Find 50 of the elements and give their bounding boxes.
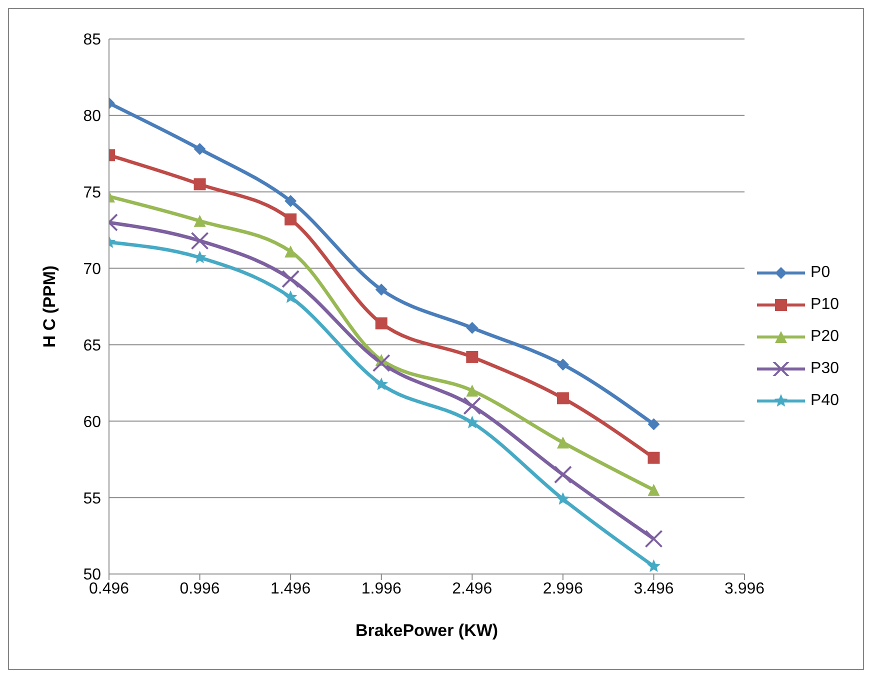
x-tick-label: 1.996 [361, 580, 402, 598]
point [375, 284, 388, 296]
x-tick-label: 3.496 [634, 580, 674, 598]
legend-label: P30 [810, 360, 839, 378]
point [466, 322, 478, 334]
y-tick-label: 70 [83, 260, 102, 278]
x-tick-label: 0.496 [88, 580, 130, 598]
point [284, 213, 297, 226]
point [648, 484, 660, 496]
legend-label: P40 [810, 392, 839, 410]
legend-label: P10 [810, 296, 839, 314]
legend-label: P0 [810, 264, 830, 282]
point [282, 270, 300, 288]
point [194, 214, 206, 227]
point [375, 317, 388, 330]
point [556, 358, 569, 371]
y-tick-label: 65 [83, 337, 102, 354]
y-tick-label: 85 [83, 32, 102, 49]
point [194, 143, 206, 156]
point [284, 195, 297, 208]
y-tick-label: 60 [83, 414, 102, 431]
point [190, 232, 209, 250]
point [556, 392, 569, 404]
point [466, 416, 479, 428]
x-tick-label: 0.996 [180, 580, 220, 598]
x-tick-label: 2.496 [452, 580, 492, 598]
x-tick-label: 2.996 [542, 580, 584, 598]
y-tick-label: 80 [83, 108, 102, 126]
point [647, 559, 660, 572]
y-tick-label: 75 [83, 184, 102, 202]
legend-label: P20 [810, 328, 839, 346]
point [648, 452, 660, 464]
y-tick-label: 55 [83, 490, 102, 508]
point [284, 245, 297, 258]
point [372, 354, 390, 372]
x-tick-label: 1.496 [270, 580, 311, 598]
point [463, 396, 482, 415]
point [644, 530, 663, 548]
y-axis-title: H C (PPM) [40, 265, 60, 348]
point [556, 492, 570, 505]
point [556, 436, 569, 449]
point [374, 377, 388, 390]
point [284, 290, 298, 303]
x-axis-title: BrakePower (KW) [355, 621, 498, 640]
point [648, 418, 660, 430]
point [554, 466, 572, 484]
point [466, 350, 478, 363]
point [466, 384, 478, 397]
x-tick-label: 3.996 [724, 580, 765, 598]
point [194, 178, 206, 190]
